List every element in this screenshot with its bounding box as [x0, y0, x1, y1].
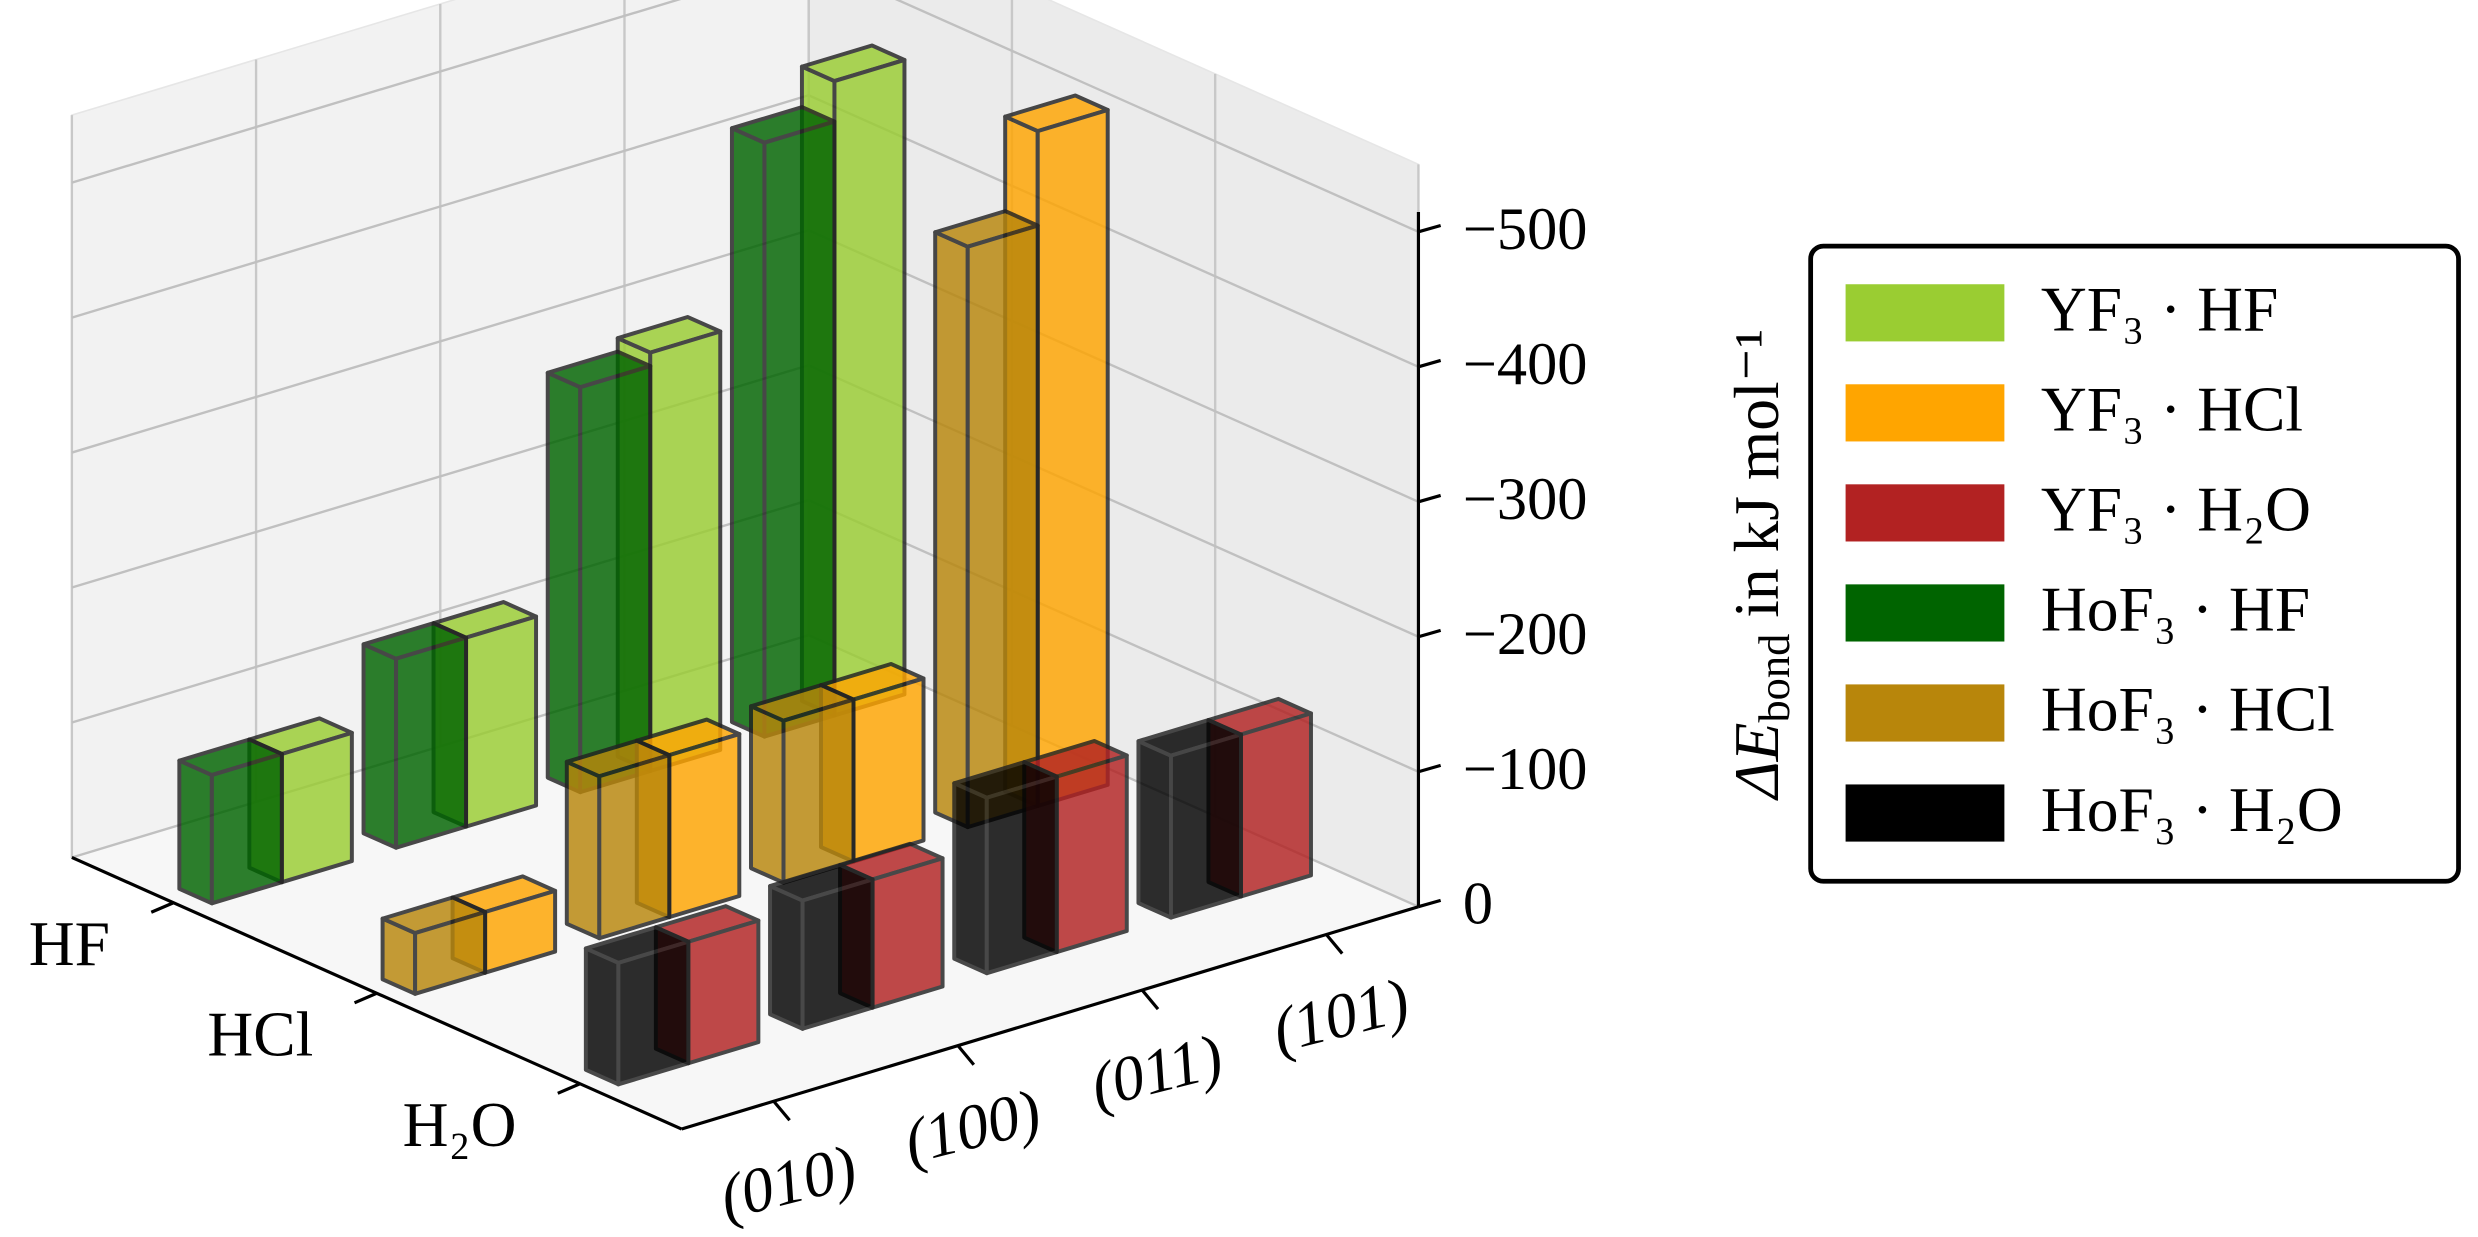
bar-front — [464, 614, 539, 829]
bar-side — [952, 781, 989, 976]
bar-front — [648, 329, 723, 774]
z-tick — [1418, 763, 1442, 774]
x-tick-label: (011) — [1083, 1020, 1229, 1121]
bar — [952, 760, 1059, 976]
plot-area: −500 −400 −300 −200 −100 0 (010) (100) (011) (101… — [29, 0, 1588, 1233]
bar-front — [984, 774, 1059, 976]
z-tick — [1418, 223, 1442, 234]
bar-side — [177, 758, 214, 906]
legend-label: YF₃ · HCl — [2041, 374, 2303, 445]
z-tick — [1418, 628, 1442, 639]
z-label-subscript: bond — [1749, 634, 1799, 723]
bar-front — [870, 856, 945, 1010]
x-tick — [1325, 933, 1344, 955]
bar-side — [749, 704, 786, 885]
bar-front — [616, 939, 691, 1087]
z-label-rest: in kJ mol⁻¹ — [1721, 329, 1792, 634]
z-tick-label: −300 — [1463, 466, 1588, 533]
legend-label: HoF₃ · HCl — [2041, 674, 2335, 745]
bar-side — [729, 126, 767, 739]
legend-label: YF₃ · H₂O — [2041, 474, 2311, 545]
y-tick-label: H₂O — [403, 1089, 517, 1160]
bar — [583, 925, 691, 1087]
x-tick-label: (100) — [897, 1075, 1048, 1177]
legend-swatch — [1845, 784, 2005, 842]
z-tick — [1418, 898, 1442, 909]
z-tick-label: −200 — [1463, 601, 1588, 668]
x-tick-label: (010) — [713, 1131, 864, 1233]
z-tick-label: 0 — [1463, 871, 1493, 938]
bar-front — [279, 730, 354, 885]
x-tick — [956, 1044, 976, 1066]
legend-swatch — [1845, 384, 2005, 442]
bar — [361, 621, 469, 850]
z-tick-label: −500 — [1463, 196, 1588, 263]
y-tick — [353, 991, 378, 1005]
bar-side — [361, 642, 399, 850]
bar — [768, 862, 875, 1031]
legend: YF₃ · HF YF₃ · HCl YF₃ · H₂O HoF₃ · HF HoF₃ … — [1845, 274, 2343, 845]
legend-swatch — [1845, 484, 2005, 542]
legend-swatch — [1845, 284, 2005, 342]
y-tick — [557, 1082, 581, 1095]
bar-front — [1035, 107, 1110, 808]
z-axis-label: ΔEbond in kJ mol⁻¹ — [1721, 329, 1800, 802]
bar-side — [768, 884, 805, 1031]
bar — [933, 209, 1040, 830]
x-axis — [681, 905, 1419, 1131]
x-tick — [772, 1100, 791, 1122]
x-tick-label: (101) — [1265, 964, 1416, 1066]
bar-front — [686, 918, 761, 1066]
bar-front — [1168, 732, 1243, 920]
z-tick-label: −400 — [1463, 331, 1588, 398]
bar-front — [209, 751, 284, 906]
bar-side — [564, 759, 602, 941]
grid-line — [71, 0, 1419, 233]
bar-front — [1054, 753, 1129, 955]
bar-front — [597, 753, 672, 941]
bar-front — [851, 676, 926, 864]
legend-label: HoF₃ · HF — [2041, 574, 2310, 645]
bar — [564, 738, 672, 941]
bar-front — [413, 909, 488, 996]
z-tick — [1418, 358, 1442, 369]
bar-side — [545, 370, 583, 795]
bar-side — [933, 230, 970, 830]
bar — [177, 737, 284, 906]
bar-front — [965, 223, 1040, 830]
legend-label: YF₃ · HF — [2041, 274, 2278, 345]
bar-front — [832, 57, 907, 718]
z-tick — [1418, 493, 1442, 504]
legend-swatch — [1845, 584, 2005, 642]
bar-front — [762, 119, 837, 739]
bar — [1136, 718, 1243, 920]
bar — [380, 895, 488, 996]
y-tick-label: HF — [29, 908, 110, 979]
bar-front — [394, 635, 469, 850]
y-tick — [150, 901, 175, 914]
bar — [749, 683, 856, 885]
bar-front — [667, 732, 742, 920]
legend-label: HoF₃ · H₂O — [2041, 774, 2343, 845]
bar-front — [578, 364, 653, 795]
x-tick — [1140, 989, 1160, 1011]
bar-front — [781, 697, 856, 885]
bar — [545, 349, 653, 795]
y-tick-label: HCl — [207, 998, 313, 1069]
bar-front — [1238, 711, 1313, 899]
legend-swatch — [1845, 684, 2005, 742]
z-label-symbol: ΔE — [1721, 723, 1792, 802]
z-tick-label: −100 — [1463, 736, 1588, 803]
bar-side — [583, 946, 621, 1087]
bar — [729, 105, 837, 739]
bar-front — [800, 877, 875, 1031]
bar-side — [1136, 739, 1173, 920]
